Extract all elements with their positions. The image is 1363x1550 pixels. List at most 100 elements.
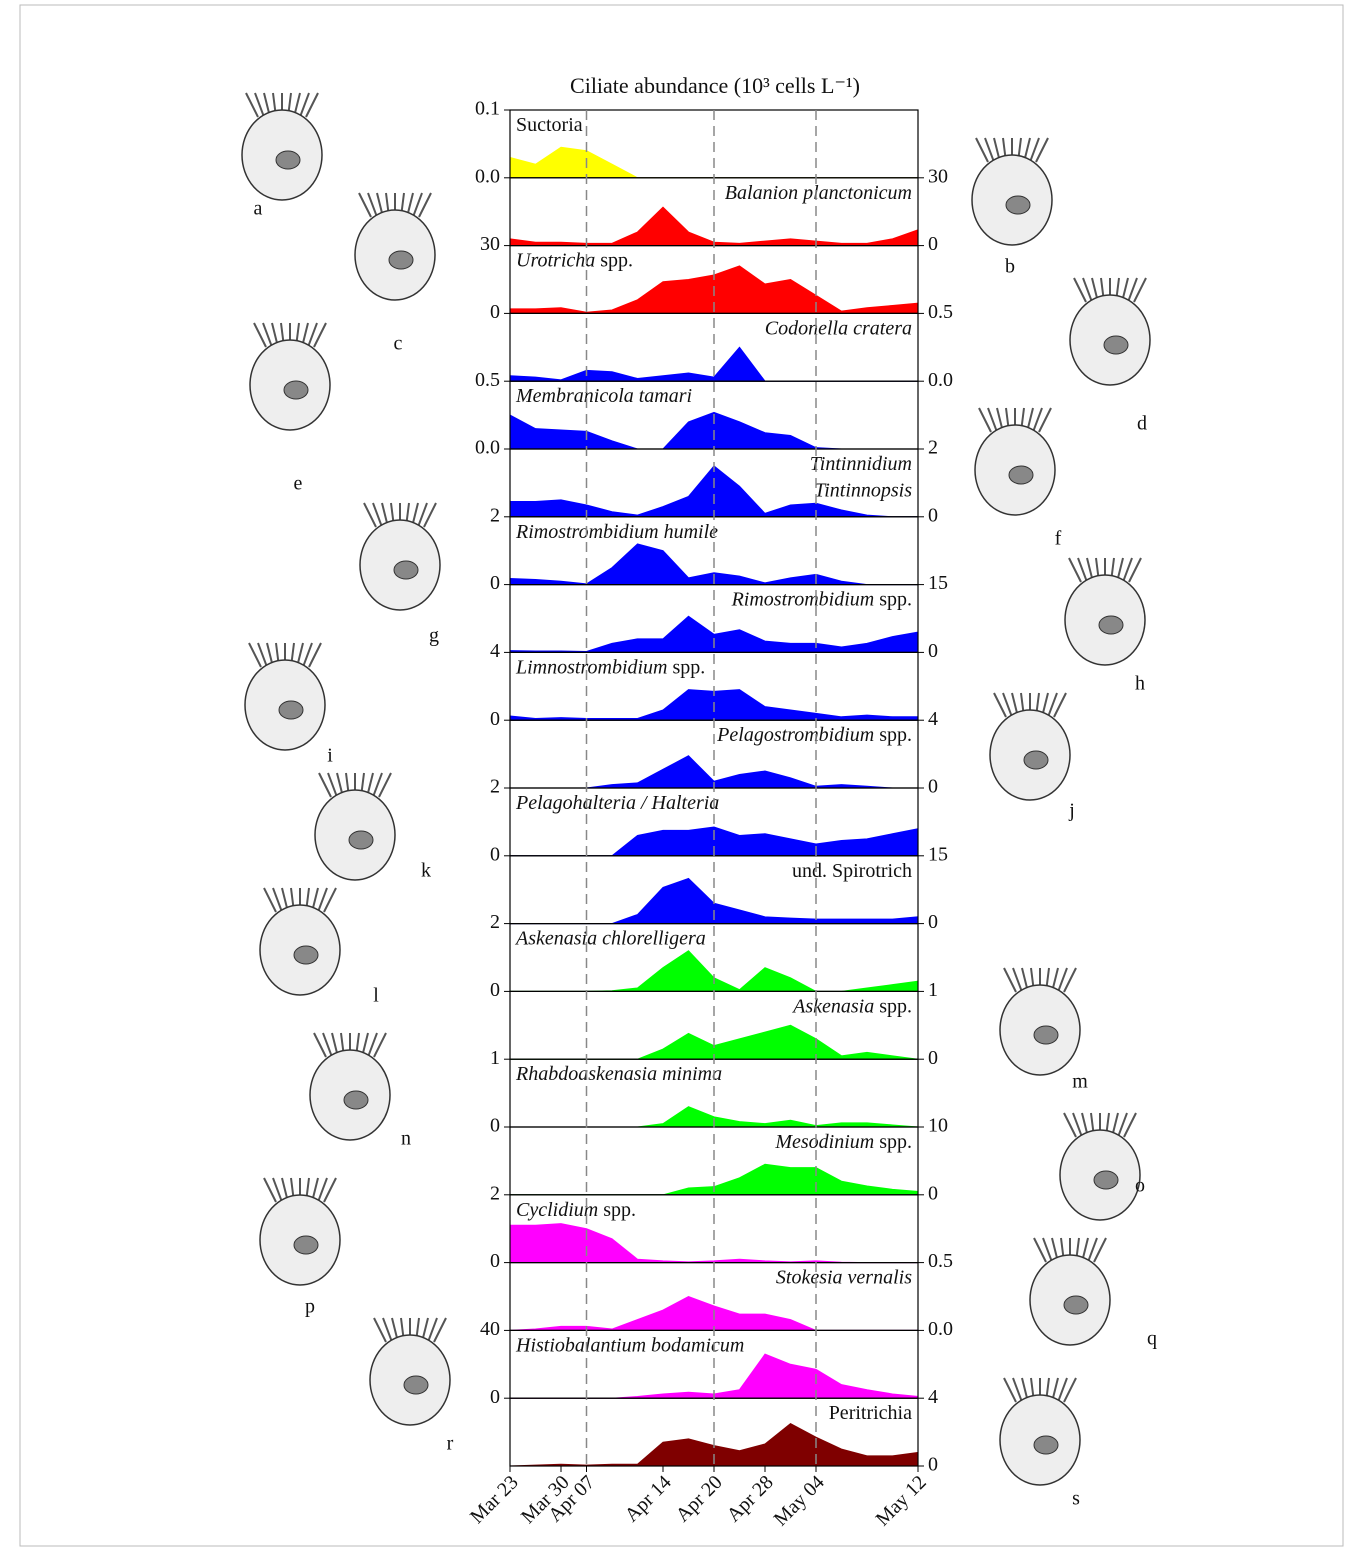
y-tick-label: 0.0 <box>475 437 500 459</box>
y-tick-label: 0 <box>490 979 500 1001</box>
panel-title: Limnostrombidiumspp. <box>515 656 705 678</box>
illustration-label: b <box>1005 256 1015 278</box>
panel-title: Histiobalantium bodamicum <box>515 1334 744 1356</box>
illustration-label: c <box>394 333 403 355</box>
y-tick-label: 2 <box>928 437 938 459</box>
illustration: h <box>1065 558 1145 695</box>
illustration-label: j <box>1068 800 1075 822</box>
panel-title: und. Spirotrich <box>792 859 912 881</box>
panel-title-suffix: spp. <box>673 656 706 678</box>
nucleus <box>1009 466 1033 484</box>
panel-title: Stokesia vernalis <box>776 1266 912 1288</box>
illustration: f <box>975 408 1062 550</box>
figure-title: Ciliate abundance (10³ cells L⁻¹) <box>570 73 860 98</box>
illustration: l <box>260 888 379 1007</box>
illustration: q <box>1030 1238 1157 1350</box>
y-tick-label: 2 <box>490 504 500 526</box>
y-tick-label: 2 <box>490 1182 500 1204</box>
y-tick-label: 0.5 <box>928 1250 953 1272</box>
y-tick-label: 2 <box>490 911 500 933</box>
panel-title-name: und. Spirotrich <box>792 859 912 881</box>
y-tick-label: 15 <box>928 572 948 594</box>
illustration: k <box>315 773 431 882</box>
y-tick-label: 30 <box>480 233 500 255</box>
panel-title-suffix: spp. <box>879 588 912 610</box>
panel-title-suffix: spp. <box>879 995 912 1017</box>
y-tick-label: 0.1 <box>475 98 500 120</box>
illustration-label: g <box>429 625 439 647</box>
illustration: i <box>245 643 333 767</box>
nucleus <box>389 251 413 269</box>
panel-title-suffix: spp. <box>603 1198 636 1220</box>
y-tick-label: 4 <box>928 708 938 730</box>
panel-title-name: Peritrichia <box>829 1402 912 1424</box>
illustration-label: h <box>1135 673 1145 695</box>
panel-title-line2: Tintinnopsis <box>814 480 912 502</box>
illustration-label: e <box>294 473 303 495</box>
nucleus <box>1099 616 1123 634</box>
y-tick-label: 0 <box>490 1250 500 1272</box>
illustration: o <box>1060 1113 1145 1220</box>
illustration: b <box>972 138 1052 278</box>
y-tick-label: 0 <box>928 233 938 255</box>
panel-title-suffix: spp. <box>600 249 633 271</box>
panel-title: Askenasia chlorelligera <box>514 927 706 949</box>
y-tick-label: 0.0 <box>928 1318 953 1340</box>
y-tick-label: 2 <box>490 776 500 798</box>
y-tick-label: 0 <box>490 1386 500 1408</box>
illustration: r <box>370 1318 454 1455</box>
illustration: j <box>990 693 1075 822</box>
nucleus <box>404 1376 428 1394</box>
illustration-label: l <box>373 985 379 1007</box>
illustration-label: f <box>1055 528 1062 550</box>
illustration-label: q <box>1147 1328 1157 1350</box>
nucleus <box>294 1236 318 1254</box>
nucleus <box>1034 1436 1058 1454</box>
illustration: d <box>1070 278 1150 435</box>
panel-title-name: Tintinnidium <box>810 453 912 475</box>
panel-title-name: Askenasia chlorelligera <box>514 927 706 949</box>
x-tick-label: Apr 14 <box>621 1471 676 1526</box>
nucleus <box>276 151 300 169</box>
nucleus <box>349 831 373 849</box>
illustration-label: s <box>1072 1488 1080 1510</box>
illustration-label: m <box>1072 1071 1088 1093</box>
panel-title-name: Suctoria <box>516 114 583 136</box>
nucleus <box>394 561 418 579</box>
panel-title-name: Pelagohalteria / Halteria <box>515 792 719 814</box>
illustration-label: k <box>421 860 431 882</box>
illustration-label: p <box>305 1296 315 1318</box>
nucleus <box>1104 336 1128 354</box>
panel-title-name: Stokesia vernalis <box>776 1266 912 1288</box>
nucleus <box>1034 1026 1058 1044</box>
illustration-label: d <box>1137 413 1147 435</box>
y-tick-label: 40 <box>480 1318 500 1340</box>
y-tick-label: 0 <box>490 1115 500 1137</box>
panel-title-name: Rimostrombidium <box>731 588 875 610</box>
nucleus <box>284 381 308 399</box>
illustration-label: a <box>254 198 263 220</box>
panel-title-name: Histiobalantium bodamicum <box>515 1334 744 1356</box>
y-tick-label: 1 <box>490 1047 500 1069</box>
x-tick-label: Mar 23 <box>466 1471 523 1528</box>
panel-title-name: Urotricha <box>516 249 595 271</box>
panel-title: Rimostrombidiumspp. <box>731 588 912 610</box>
illustration-label: i <box>327 745 333 767</box>
panel-title: Rimostrombidium humile <box>515 520 718 542</box>
nucleus <box>344 1091 368 1109</box>
illustration-label: r <box>447 1433 454 1455</box>
panel-title: Peritrichia <box>829 1402 912 1424</box>
nucleus <box>294 946 318 964</box>
y-tick-label: 0 <box>490 708 500 730</box>
illustration: n <box>310 1033 411 1150</box>
x-tick-label: Apr 28 <box>723 1471 778 1526</box>
y-tick-label: 0 <box>928 911 938 933</box>
illustration: a <box>242 93 322 220</box>
figure: Ciliate abundance (10³ cells L⁻¹) a b c d e f… <box>0 0 1363 1550</box>
panel-title: Codonella cratera <box>765 317 912 339</box>
panel-title-suffix: spp. <box>879 1131 912 1153</box>
x-tick-label: May 12 <box>872 1471 931 1530</box>
y-tick-label: 0.5 <box>928 301 953 323</box>
